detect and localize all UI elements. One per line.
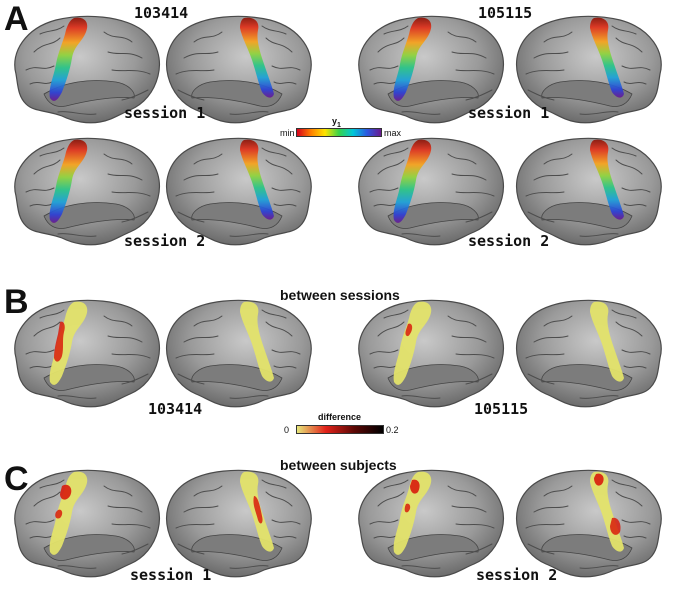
session1-label-a-left: session 1 — [124, 106, 205, 121]
colorbar-difference-max: 0.2 — [386, 426, 399, 435]
subject-label-b-left: 103414 — [148, 402, 202, 417]
colorbar-difference-gradient — [296, 425, 384, 434]
colorbar-y1-title: y1 — [332, 116, 341, 129]
session2-label-a-left: session 2 — [124, 234, 205, 249]
subject-label-b-right: 105115 — [474, 402, 528, 417]
brain-b-103414-right — [164, 296, 322, 414]
colorbar-difference-min: 0 — [284, 426, 289, 435]
colorbar-difference: difference 0 0.2 — [280, 412, 408, 438]
brain-b-105115-right — [514, 296, 672, 414]
session1-label-c: session 1 — [130, 568, 211, 583]
brain-b-103414-left — [4, 296, 162, 414]
brain-b-105115-left — [348, 296, 506, 414]
colorbar-difference-title: difference — [318, 412, 361, 422]
session2-label-c: session 2 — [476, 568, 557, 583]
session2-label-a-right: session 2 — [468, 234, 549, 249]
session1-label-a-right: session 1 — [468, 106, 549, 121]
